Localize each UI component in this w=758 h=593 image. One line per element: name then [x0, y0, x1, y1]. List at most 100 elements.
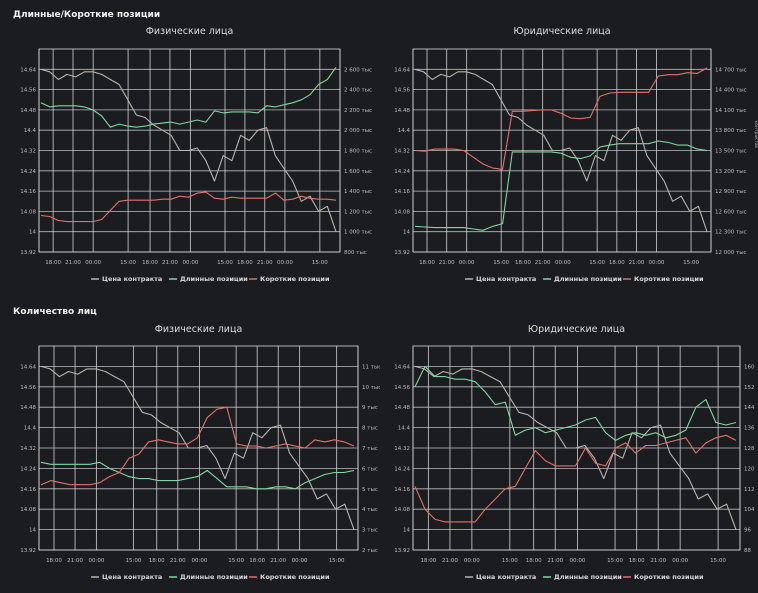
series-line-price [414, 68, 708, 232]
y-right-tick-label: 1 400 тыс [344, 189, 372, 195]
series-line-long [40, 461, 355, 490]
y-right-tick-label: 112 [744, 487, 755, 493]
y-right-tick-label: 2 тыс [362, 548, 378, 554]
x-tick-label: 21:00 [162, 260, 178, 266]
y-left-tick-label: 14.16 [394, 487, 410, 493]
section-title-count: Количество лиц [13, 307, 97, 317]
y-left-tick-label: 14.16 [20, 189, 36, 195]
legend-item: Цена контракта [102, 275, 162, 283]
series-line-price [40, 365, 355, 530]
chart-title: Юридические лица [513, 26, 610, 37]
chart-count-individuals: Физические лица 13.92 14 14.08 14.16 14.24 14.… [0, 318, 380, 593]
legend-item: Цена контракта [476, 275, 536, 283]
y-left-tick-label: 14.56 [394, 88, 410, 94]
y-left-tick-label: 14.4 [398, 426, 411, 432]
series-line-long [414, 140, 708, 231]
y-left-tick-label: 14.56 [20, 385, 36, 391]
y-right-tick-label: 12 300 тыс [715, 230, 747, 236]
y-right-tick-label: 8 тыс [362, 426, 378, 432]
chart-title: Физические лица [146, 26, 234, 37]
y-left-tick-label: 14.08 [20, 507, 36, 513]
chart-svg: Физические лица 13.92 14 14.08 14.16 14.24 14.… [20, 324, 380, 581]
x-tick-label: 00:00 [672, 558, 688, 564]
y-left-tick-label: 14.48 [394, 108, 410, 114]
chart-svg: Физические лица 13.92 14 14.08 14.16 14.24 14.… [20, 26, 372, 283]
x-tick-label: 00:00 [277, 260, 293, 266]
x-tick-label: 00:00 [649, 260, 665, 266]
x-tick-label: 21:00 [629, 260, 645, 266]
legend-item: Длинные позиции [180, 573, 248, 581]
y-left-tick-label: 14 [403, 230, 410, 236]
y-right-tick-label: 12 900 тыс [715, 189, 747, 195]
x-tick-label: 00:00 [570, 558, 586, 564]
y-left-tick-label: 14.08 [20, 209, 36, 215]
x-tick-label: 18:00 [419, 260, 435, 266]
y-right-tick-label: 10 тыс [362, 385, 380, 391]
x-tick-label: 15:00 [683, 260, 699, 266]
y-left-tick-label: 14.4 [24, 426, 37, 432]
y-left-tick-label: 14.56 [20, 88, 36, 94]
y-left-tick-label: 14.32 [20, 446, 36, 452]
x-tick-label: 18:00 [45, 260, 61, 266]
x-tick-label: 21:00 [170, 558, 186, 564]
x-tick-label: 15:00 [329, 558, 345, 564]
series-line-short [414, 434, 737, 523]
y-right-tick-label: 1 800 тыс [344, 149, 372, 155]
chart-positions-legal: Юридические лица 13.92 14 14.08 14.16 14.24 14… [378, 20, 758, 295]
chart-positions-individuals: Физические лица 13.92 14 14.08 14.16 14.24 14.… [0, 20, 380, 295]
x-tick-label: 21:00 [270, 558, 286, 564]
x-tick-label: 00:00 [459, 260, 475, 266]
y-left-tick-label: 13.92 [20, 548, 36, 554]
y-right-tick-label: 1 000 тыс [344, 230, 372, 236]
y-right-tick-label: 104 [744, 507, 755, 513]
y-left-tick-label: 14.16 [20, 487, 36, 493]
y-right-axis-label: контрактов [753, 121, 758, 149]
legend-item: Короткие позиции [260, 573, 330, 581]
y-right-tick-label: 2 600 тыс [344, 67, 372, 73]
x-tick-label: 18:00 [149, 558, 165, 564]
series-line-short [414, 67, 708, 170]
y-right-tick-label: 13 200 тыс [715, 169, 747, 175]
y-left-tick-label: 14.64 [20, 67, 36, 73]
y-left-tick-label: 13.92 [20, 250, 36, 256]
x-tick-label: 18:00 [526, 558, 542, 564]
y-left-tick-label: 14.64 [20, 364, 36, 370]
chart-title: Юридические лица [528, 324, 625, 335]
x-tick-label: 00:00 [85, 260, 101, 266]
y-left-tick-label: 14.08 [394, 507, 410, 513]
y-right-tick-label: 13 800 тыс [715, 128, 747, 134]
y-left-tick-label: 14.24 [20, 169, 36, 175]
y-right-tick-label: 136 [744, 426, 755, 432]
y-right-tick-label: 1 600 тыс [344, 169, 372, 175]
y-right-tick-label: 12 000 тыс [715, 250, 747, 256]
y-left-tick-label: 14.4 [398, 128, 411, 134]
y-right-tick-label: 6 тыс [362, 466, 378, 472]
x-tick-label: 15:00 [120, 260, 136, 266]
x-tick-label: 18:00 [237, 260, 253, 266]
x-tick-label: 21:00 [650, 558, 666, 564]
y-left-tick-label: 14.4 [24, 128, 37, 134]
y-left-tick-label: 13.92 [394, 250, 410, 256]
x-tick-label: 21:00 [65, 260, 81, 266]
x-tick-label: 21:00 [439, 260, 455, 266]
y-left-tick-label: 14.48 [394, 405, 410, 411]
x-tick-label: 18:00 [515, 260, 531, 266]
y-right-tick-label: 14 400 тыс [715, 88, 747, 94]
y-left-tick-label: 14.24 [394, 169, 410, 175]
x-tick-label: 15:00 [502, 558, 518, 564]
y-right-tick-label: 3 тыс [362, 528, 378, 534]
x-tick-label: 00:00 [182, 260, 198, 266]
series-line-long [40, 66, 337, 128]
y-right-tick-label: 120 [744, 466, 755, 472]
x-tick-label: 21:00 [67, 558, 83, 564]
y-right-tick-label: 2 400 тыс [344, 88, 372, 94]
y-left-tick-label: 13.92 [394, 548, 410, 554]
legend-item: Цена контракта [102, 573, 162, 581]
y-right-tick-label: 96 [744, 528, 751, 534]
y-right-tick-label: 128 [744, 446, 755, 452]
series-line-price [40, 68, 337, 232]
y-right-tick-label: 152 [744, 385, 755, 391]
x-tick-label: 15:00 [589, 260, 605, 266]
x-tick-label: 21:00 [535, 260, 551, 266]
legend-item: Длинные позиции [554, 573, 622, 581]
